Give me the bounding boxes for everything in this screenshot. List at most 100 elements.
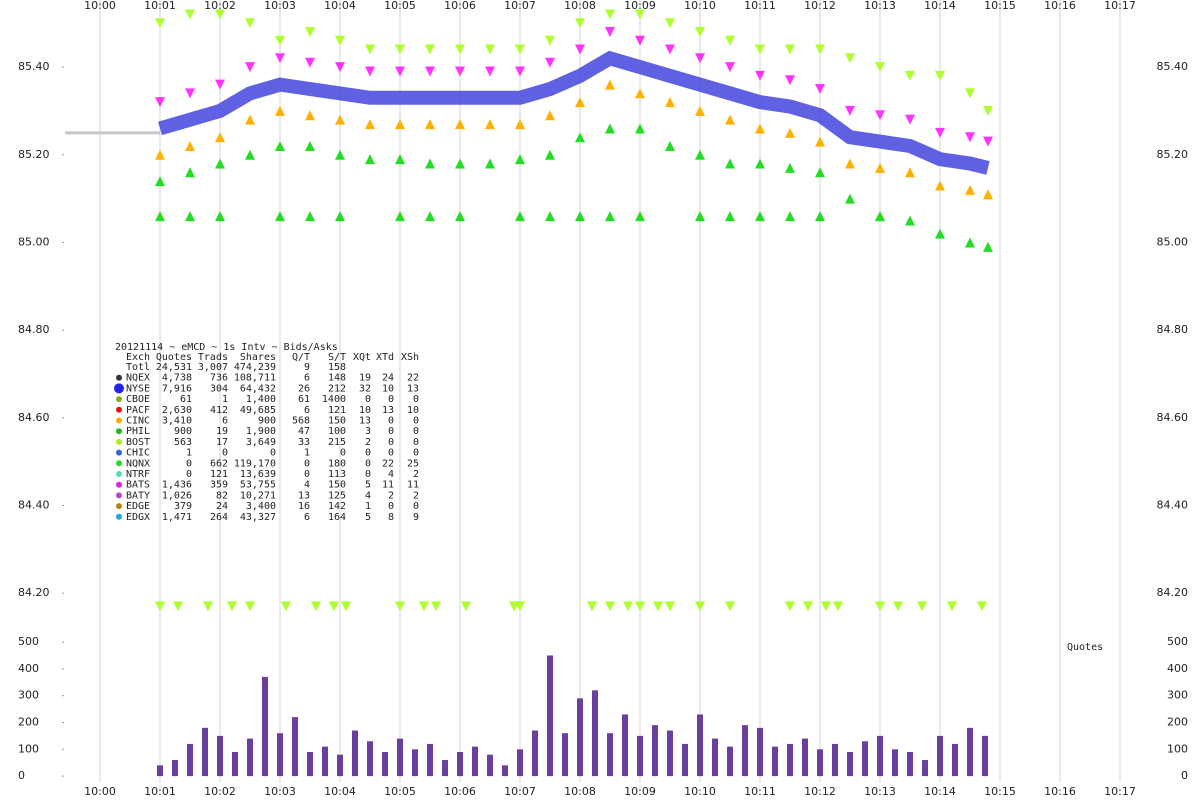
quote-marker [425, 158, 435, 169]
x-tick-label: 10:06 [444, 785, 476, 798]
quote-marker [515, 154, 525, 165]
quote-marker [185, 88, 195, 99]
table-cell: 0 [388, 426, 394, 437]
table-cell: 2 [365, 437, 371, 448]
quote-marker [275, 211, 285, 222]
y-tick-label: 85.00 [18, 235, 50, 248]
quote-marker [695, 149, 705, 160]
table-cell: 10 [382, 383, 394, 394]
quote-marker [575, 18, 585, 29]
table-cell: 47 [298, 426, 310, 437]
quote-marker [305, 110, 315, 121]
table-cell: 3 [365, 426, 371, 437]
quote-marker [695, 105, 705, 116]
table-cell: 0 [413, 437, 419, 448]
quote-count-bar [202, 727, 208, 777]
quote-marker [275, 105, 285, 116]
table-title: 20121114 ~ eMCD ~ 1s Intv ~ Bids/Asks [115, 342, 338, 353]
quote-marker [935, 127, 945, 138]
quote-marker [155, 18, 165, 29]
quote-marker [365, 154, 375, 165]
table-cell: 19 [359, 373, 371, 384]
quote-count-bar [262, 676, 268, 777]
quote-marker [905, 167, 915, 178]
quote-marker [905, 70, 915, 81]
quote-marker [335, 211, 345, 222]
quote-marker [215, 132, 225, 143]
table-cell: 17 [216, 437, 228, 448]
x-tick-label: 10:10 [684, 0, 716, 12]
table-cell: 53,755 [240, 480, 276, 491]
quote-count-bar [502, 765, 508, 777]
quote-marker [965, 132, 975, 143]
table-cell: 6 [304, 373, 310, 384]
table-cell: 13 [407, 383, 419, 394]
quote-marker [875, 601, 885, 612]
x-tick-label: 10:13 [864, 785, 896, 798]
y-tick-label: 200 [18, 715, 39, 728]
exchange-symbol [116, 396, 122, 403]
table-cell: 1400 [322, 394, 346, 405]
quote-marker [425, 66, 435, 77]
x-tick-label: 10:12 [804, 0, 836, 12]
table-cell: 164 [328, 512, 346, 523]
quote-marker [785, 211, 795, 222]
table-cell: CHIC [126, 448, 150, 459]
quote-marker [983, 136, 993, 147]
quote-marker [305, 57, 315, 68]
quote-marker [665, 18, 675, 29]
table-cell: 1,900 [246, 426, 276, 437]
quote-marker [215, 158, 225, 169]
quote-count-bar [577, 698, 583, 777]
x-tick-label: 10:16 [1044, 785, 1076, 798]
quote-marker [185, 167, 195, 178]
quote-marker [395, 44, 405, 55]
y-tick-label: 84.60 [1157, 411, 1189, 424]
quote-marker [605, 79, 615, 90]
quote-marker [935, 180, 945, 191]
quote-marker [185, 9, 195, 20]
quote-count-bar [742, 725, 748, 777]
table-cell: 0 [365, 394, 371, 405]
quote-marker [623, 601, 633, 612]
quote-marker [815, 211, 825, 222]
quote-marker [275, 53, 285, 64]
quote-marker [185, 211, 195, 222]
y-tick-label: 0 [18, 769, 25, 782]
y-tick-label: 100 [1167, 742, 1188, 755]
quote-count-bar [217, 735, 223, 777]
table-cell: BOST [126, 437, 150, 448]
table-cell: 662 [210, 458, 228, 469]
exchange-symbol [116, 449, 122, 456]
quote-marker [281, 601, 291, 612]
quote-marker [815, 167, 825, 178]
quote-count-bar [532, 730, 538, 777]
table-cell: CBOE [126, 394, 150, 405]
quote-marker [635, 601, 645, 612]
quote-marker [425, 44, 435, 55]
table-cell: 6 [304, 405, 310, 416]
table-header: XSh [401, 352, 419, 363]
quote-marker [227, 601, 237, 612]
table-cell: 0 [413, 448, 419, 459]
table-cell: 25 [407, 458, 419, 469]
y-tick-label: 0 [1181, 769, 1188, 782]
x-tick-label: 10:15 [984, 0, 1016, 12]
table-cell: 150 [328, 416, 346, 427]
quote-marker [515, 66, 525, 77]
table-cell: 9 [413, 512, 419, 523]
quote-count-bar [712, 738, 718, 777]
quote-marker [305, 140, 315, 151]
quote-marker [545, 57, 555, 68]
quote-marker [665, 44, 675, 55]
table-cell: 113 [328, 469, 346, 480]
table-cell: 0 [388, 416, 394, 427]
table-cell: 10,271 [240, 490, 276, 501]
table-cell: 142 [328, 501, 346, 512]
x-tick-label: 10:09 [624, 785, 656, 798]
table-cell: 0 [304, 469, 310, 480]
quote-count-bar [472, 746, 478, 777]
table-cell: 13 [382, 405, 394, 416]
quote-marker [575, 132, 585, 143]
table-cell: 0 [413, 394, 419, 405]
